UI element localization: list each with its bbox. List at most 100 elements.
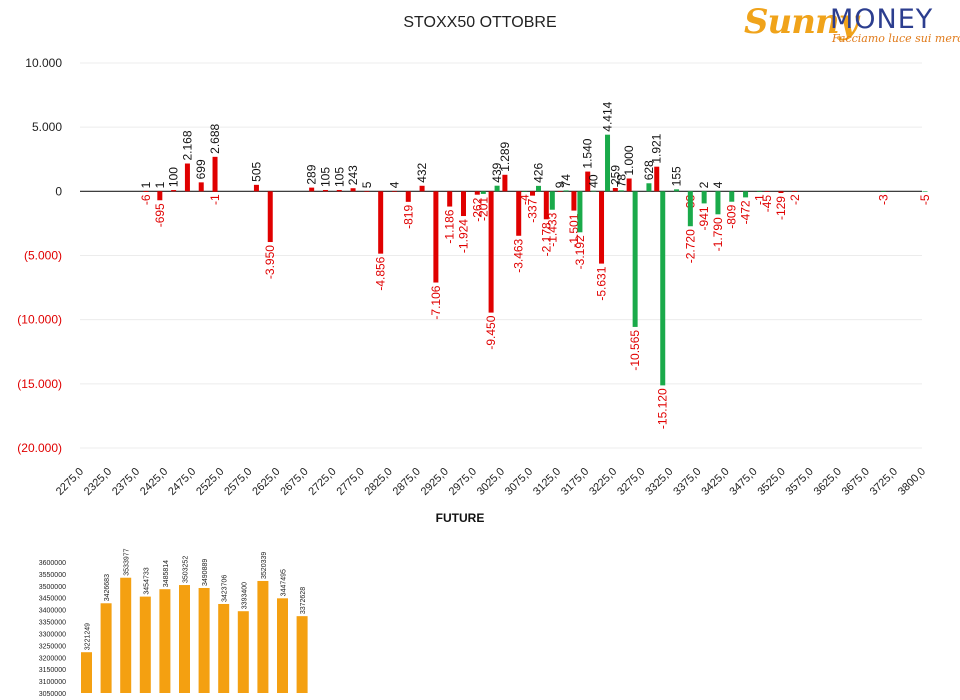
future-bar-chart: 3600000 3550000 3500000 3450000 3400000 33500… [39,548,308,698]
bar [267,191,273,243]
bar-data-label: 1 [153,181,167,188]
bar-data-label: 289 [305,164,319,184]
x-tick-label: 2425,0 [138,466,170,498]
bar [447,191,453,207]
x-tick-label: 3175,0 [559,466,591,498]
y-tick-label: (20.000) [17,441,62,455]
sunny-money-logo: Sunny MONEY Facciamo luce sui mercati [742,2,960,50]
bar-data-label: 2 [697,181,711,188]
bar [764,191,770,192]
future-bar [277,598,288,693]
x-tick-label: 3625,0 [812,466,844,498]
y-tick-label: (10.000) [17,313,62,327]
bar [143,191,149,192]
bar-data-label: 105 [318,167,332,187]
bar-data-label: 426 [532,163,546,183]
bar-data-label: -695 [153,203,167,227]
future-chart-title: FUTURE [435,511,485,525]
bar-data-label: -4.856 [374,256,388,290]
strike-bar-chart: 10.000 5.000 0 (5.000) (10.000) (15.000) (20.0… [17,56,932,498]
bar-data-label: 2.688 [208,123,222,153]
bar [212,191,218,192]
future-y-tick-label: 3450000 [39,596,66,603]
x-tick-label: 3125,0 [531,466,563,498]
bar [212,156,218,192]
bar-data-label: -201 [476,197,490,221]
bar-data-label: 628 [642,160,656,180]
bar [743,191,749,198]
bar [522,191,528,192]
x-tick-label: 2825,0 [363,466,395,498]
bar-data-label: 4.414 [601,101,615,131]
x-tick-label: 2725,0 [306,466,338,498]
chart-title: STOXX50 OTTOBRE [403,14,557,31]
future-bar-label: 3393400 [241,582,248,609]
bar [494,185,500,192]
bar [701,191,707,204]
bar [612,188,618,192]
x-tick-label: 2375,0 [110,466,142,498]
bar [157,191,163,201]
bar [646,183,652,192]
x-tick-label: 3275,0 [615,466,647,498]
bar [184,163,190,192]
x-tick-label: 2875,0 [391,466,423,498]
bar [591,190,597,192]
future-bar [237,611,249,693]
bar [729,191,735,202]
future-bar [139,596,151,693]
bar [922,191,928,192]
y-tick-label: (5.000) [24,249,62,263]
bar [536,185,542,192]
bar-data-label: 105 [332,167,346,187]
x-tick-label: 2325,0 [82,466,114,498]
bar [660,191,666,386]
future-bar [218,603,230,693]
x-tick-label: 3075,0 [503,466,535,498]
bar-data-label: 1.000 [622,145,636,175]
bar [171,190,177,192]
bar-data-label: 1.921 [650,133,664,163]
bar-data-label: -2 [788,194,802,205]
bar-data-label: -262 [470,197,484,221]
bar-data-label: -15.120 [656,388,670,429]
x-tick-label: 3800,0 [896,466,928,498]
bar [419,185,425,192]
bar-data-label: -1.924 [456,219,470,253]
future-bar-label: 3423706 [222,575,229,602]
bar [460,191,466,217]
bar-data-label: -10.565 [628,330,642,371]
bar-data-label: 2.168 [180,130,194,160]
bar-data-label: -3.950 [263,245,277,279]
bar [563,190,569,192]
bar [577,191,583,233]
bar [778,191,784,193]
bar-data-label: -1 [752,194,766,205]
future-bar-label: 3520339 [261,552,268,579]
bar [585,171,591,192]
bar-data-label: -3 [877,194,891,205]
bar-data-label: 78 [614,174,628,188]
bar [571,191,577,211]
bar-data-label: 432 [415,162,429,182]
bar [474,191,480,195]
bar [618,190,624,192]
bar [654,166,660,192]
bar-data-label: 9 [553,181,567,188]
bar-data-label: -1.186 [443,209,457,243]
bar-data-label: -1.433 [545,212,559,246]
bar [405,191,411,202]
bar [378,191,384,254]
bar-data-label: 1.289 [498,141,512,171]
bar-data-label: -45 [760,195,774,213]
bar-data-label: -5.631 [595,266,609,300]
future-y-tick-label: 3350000 [39,620,66,627]
x-tick-label: 2775,0 [335,466,367,498]
bar [198,182,204,192]
bar-data-label: -5 [918,194,932,205]
future-bar [100,603,112,693]
bar-data-label: 40 [587,174,601,188]
future-bar-label: 3485814 [163,560,170,587]
bar-data-label: 505 [249,162,263,182]
bar [715,191,721,215]
